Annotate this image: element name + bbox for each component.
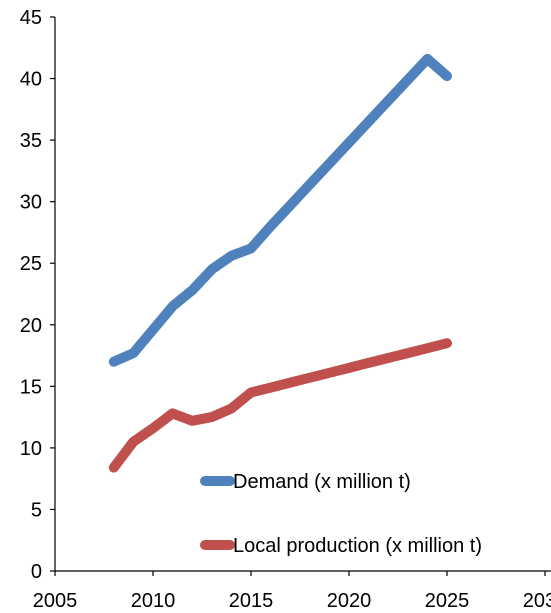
legend: Demand (x million t) Local production (x … xyxy=(200,471,482,557)
legend-label-local-production: Local production (x million t) xyxy=(233,535,482,557)
y-tick-label: 15 xyxy=(20,376,42,398)
series-line-local-production xyxy=(108,338,452,473)
series-line-demand xyxy=(108,53,452,367)
x-tick-label: 2010 xyxy=(131,590,176,612)
y-tick-label: 25 xyxy=(20,253,42,275)
y-tick-label: 20 xyxy=(20,315,42,337)
y-tick-label: 45 xyxy=(20,7,42,29)
y-tick-label: 30 xyxy=(20,192,42,214)
x-tick-label: 2030 xyxy=(523,590,551,612)
y-tick-label: 0 xyxy=(31,561,42,583)
x-tick-label: 2005 xyxy=(33,590,78,612)
x-tick-label: 2015 xyxy=(229,590,274,612)
y-tick-label: 35 xyxy=(20,130,42,152)
series-layer xyxy=(108,53,452,473)
y-tick-label: 10 xyxy=(20,438,42,460)
y-tick-label: 5 xyxy=(31,499,42,521)
x-tick-label: 2025 xyxy=(425,590,470,612)
y-tick-label: 40 xyxy=(20,69,42,91)
x-tick-label: 2020 xyxy=(327,590,372,612)
legend-label-demand: Demand (x million t) xyxy=(233,471,411,493)
